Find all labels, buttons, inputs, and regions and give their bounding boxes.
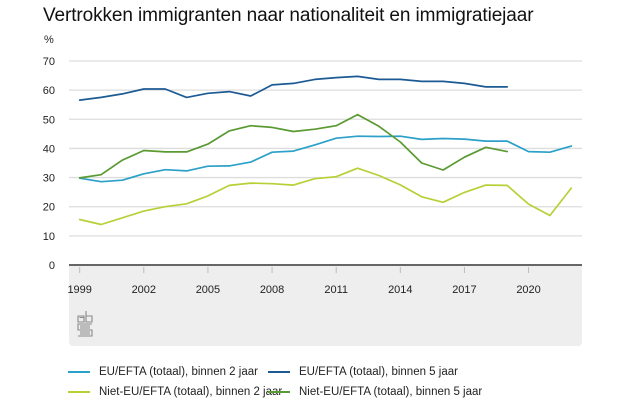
x-tick-label: 2002 [132, 284, 156, 296]
y-tick-label: 10 [43, 231, 55, 243]
chart-title: Vertrokken immigranten naar nationalitei… [43, 5, 534, 26]
legend-item: EU/EFTA (totaal), binnen 5 jaar [268, 366, 458, 378]
y-tick-label: 60 [43, 85, 55, 97]
x-tick-label: 2005 [196, 284, 220, 296]
x-axis-band-topfix [69, 266, 582, 276]
legend-item: EU/EFTA (totaal), binnen 2 jaar [68, 366, 258, 378]
series-line-1 [78, 135, 573, 183]
legend-swatch [68, 371, 90, 373]
y-tick-label: 30 [43, 173, 55, 185]
x-tick-label: 2017 [452, 284, 476, 296]
x-tick-label: 2011 [324, 284, 348, 296]
legend-label: EU/EFTA (totaal), binnen 5 jaar [299, 366, 458, 378]
y-tick-label: 50 [43, 114, 55, 126]
y-tick-label: 40 [43, 143, 55, 155]
x-tick-label: 2014 [388, 284, 412, 296]
legend-label: Niet-EU/EFTA (totaal), binnen 5 jaar [299, 386, 483, 398]
y-axis-unit-label: % [44, 34, 54, 46]
x-tick-label: 2020 [516, 284, 540, 296]
x-tick-label: 2008 [260, 284, 284, 296]
y-tick-label: 20 [43, 202, 55, 214]
y-tick-label: 0 [49, 260, 55, 272]
series-line-2 [78, 75, 509, 101]
x-tick-label: 1999 [67, 284, 91, 296]
x-axis-band [69, 266, 582, 346]
legend-item: Niet-EU/EFTA (totaal), binnen 5 jaar [268, 386, 482, 398]
series-line-4 [78, 113, 509, 179]
cbs-logo-icon [77, 311, 93, 337]
y-tick-label: 70 [43, 56, 55, 68]
legend-swatch [268, 391, 290, 393]
legend-label: Niet-EU/EFTA (totaal), binnen 2 jaar [99, 386, 283, 398]
legend-item: Niet-EU/EFTA (totaal), binnen 2 jaar [68, 386, 282, 398]
series-line-3 [78, 167, 573, 226]
legend-swatch [268, 371, 290, 373]
legend-label: EU/EFTA (totaal), binnen 2 jaar [99, 366, 258, 378]
legend-swatch [68, 391, 90, 393]
